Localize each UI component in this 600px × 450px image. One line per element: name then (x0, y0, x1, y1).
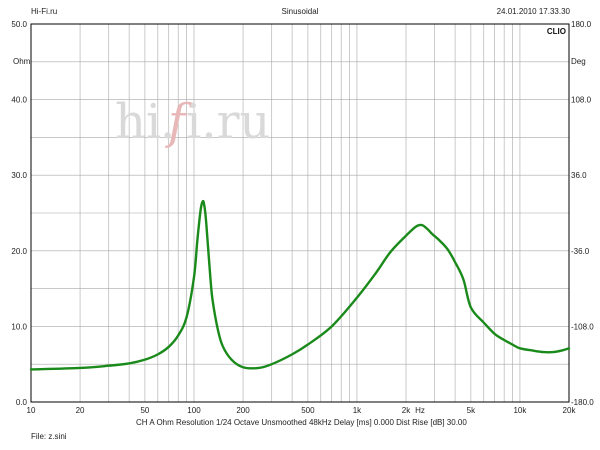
x-tick-label: 50 (140, 406, 149, 415)
x-tick-label: 5k (467, 406, 476, 415)
y-tick-label: 40.0 (11, 96, 27, 105)
y2-tick-label: 108.0 (571, 96, 592, 105)
watermark: hi . f i.ru (115, 94, 270, 150)
plot-area-frame (30, 23, 570, 403)
clio-brand-label: CLIO (547, 27, 566, 36)
y-tick-label: 30.0 (11, 171, 27, 180)
y-tick-label: 50.0 (11, 20, 27, 29)
chart-grid (31, 24, 569, 402)
y2-tick-label: 36.0 (571, 171, 587, 180)
y2-tick-label: 180.0 (571, 20, 592, 29)
y2-tick-label: -108.0 (571, 322, 594, 331)
x-tick-label: 10 (27, 406, 36, 415)
series-layer (29, 199, 571, 371)
y-tick-label: 20.0 (11, 247, 27, 256)
watermark-text-d: i.ru (186, 94, 270, 150)
x-tick-label: 10k (513, 406, 527, 415)
x-tick-label: 2k (402, 406, 411, 415)
y-axis-unit-label: Ohm (13, 57, 31, 66)
x-axis-unit-label: Hz (415, 406, 425, 415)
x-tick-label: 20 (76, 406, 85, 415)
watermark-text-b: . (160, 94, 175, 150)
x-tick-label: 500 (301, 406, 315, 415)
header-left-label: Hi-Fi.ru (31, 7, 58, 16)
x-tick-label: 200 (236, 406, 250, 415)
x-tick-label: 100 (187, 406, 201, 415)
header-center-title: Sinusoidal (281, 7, 319, 16)
y2-tick-label: -180.0 (571, 398, 594, 407)
header-timestamp: 24.01.2010 17.33.30 (496, 7, 570, 16)
y2-tick-label: -36.0 (571, 247, 590, 256)
file-name-label: File: z.sini (31, 432, 67, 441)
x-tick-label: 20k (563, 406, 577, 415)
series-line-impedance (29, 199, 571, 371)
axis-ticks: 10 20 50 100 200 500 1k 2k 5k 10k 20k 0.0 10.0 20.0 30… (11, 20, 594, 415)
x-tick-label: 1k (353, 406, 362, 415)
measurement-info: CH A Ohm Resolution 1/24 Octave Unsmooth… (136, 418, 467, 427)
y-tick-label: 0.0 (16, 398, 28, 407)
y-tick-label: 10.0 (11, 322, 27, 331)
watermark-text-a: hi (115, 94, 161, 150)
y2-axis-unit-label: Deg (571, 57, 586, 66)
